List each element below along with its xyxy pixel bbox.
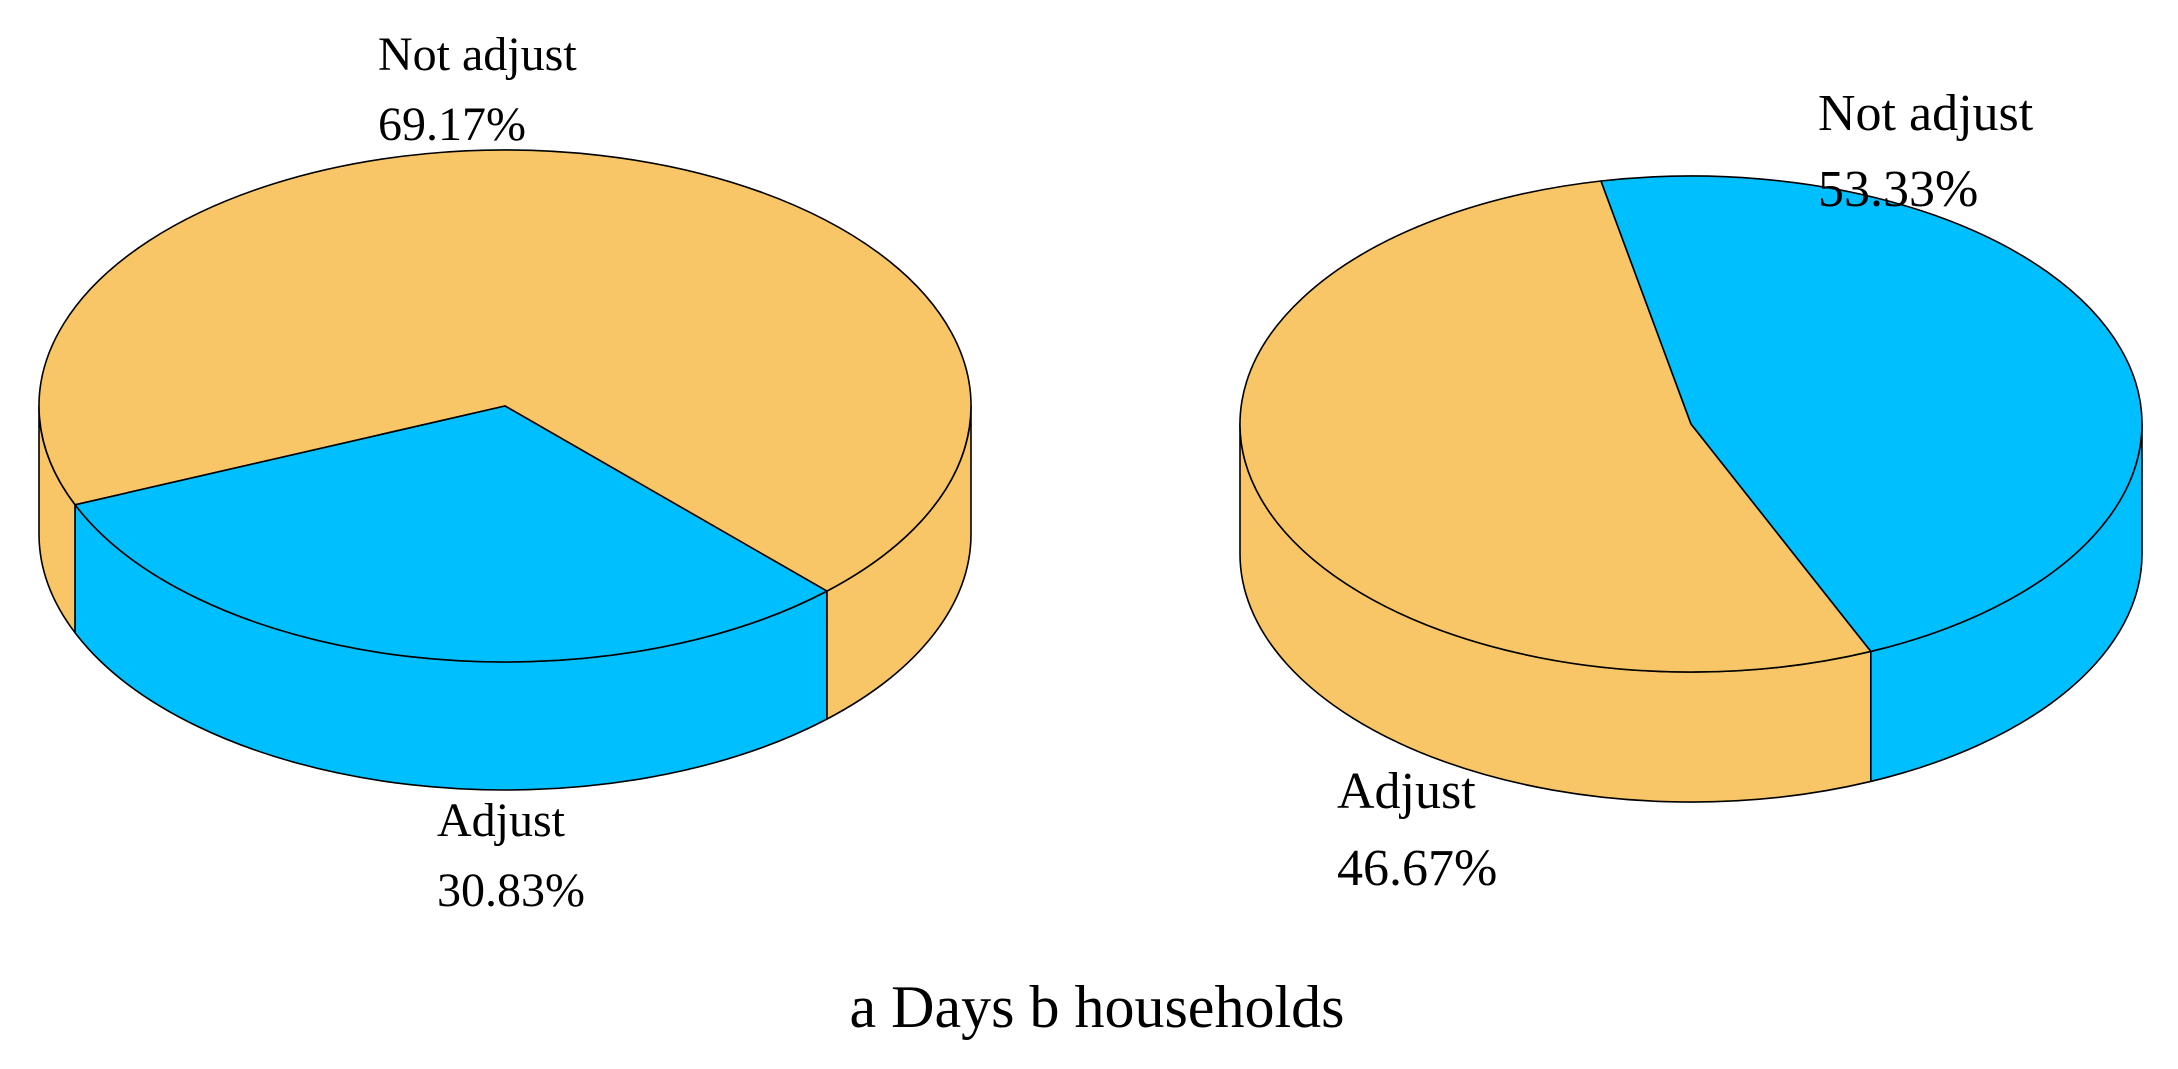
pie-b-label-category-0: Not adjust — [1818, 85, 2034, 142]
pie-a-label-value-0: 69.17% — [378, 98, 526, 151]
pie-b-label-category-1: Adjust — [1337, 763, 1476, 820]
pie-chart-a: Not adjust 69.17% Adjust 30.83% — [38, 28, 972, 917]
pie-a-label-category-0: Not adjust — [378, 28, 577, 81]
pie-slice-adjust — [1600, 175, 2143, 653]
pie-chart-b: Not adjust 53.33% Adjust 46.67% — [1239, 85, 2143, 897]
pie-a-label-category-1: Adjust — [437, 794, 566, 847]
pie-a-label-value-1: 30.83% — [437, 864, 585, 917]
pie-b-label-value-1: 46.67% — [1337, 840, 1497, 897]
pie-slice-not-adjust — [1239, 180, 1872, 673]
pie-slice-adjust — [74, 405, 828, 663]
pie-b-label-value-0: 53.33% — [1818, 161, 1978, 218]
figure-caption: a Days b households — [850, 974, 1345, 1040]
pie-slice-not-adjust — [38, 149, 972, 592]
